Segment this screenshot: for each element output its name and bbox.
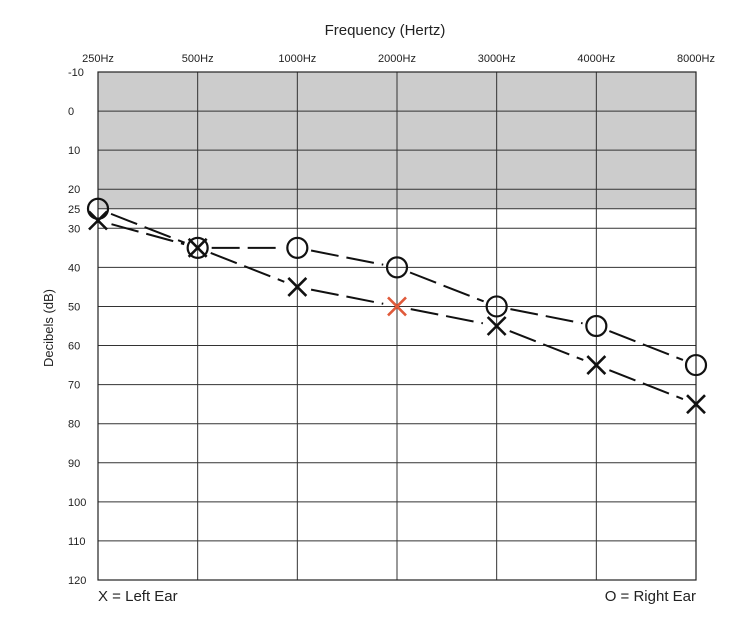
left-ear-line-segment: [410, 308, 484, 325]
right-ear-line-segment: [310, 249, 384, 266]
y-tick-label: 90: [68, 458, 80, 470]
y-axis-label: Decibels (dB): [41, 289, 56, 367]
left-ear-marker: [187, 237, 208, 258]
plot-area: 250Hz 500Hz 1000Hz 2000Hz 3000Hz 4000Hz 8000Hz…: [68, 53, 715, 587]
left-ear-line-segment: [609, 369, 684, 400]
right-ear-line-segment: [110, 212, 185, 244]
y-tick-label: -10: [68, 67, 84, 79]
right-ear-line-segment: [510, 308, 583, 325]
y-tick-label: 80: [68, 419, 80, 431]
left-ear-marker: [586, 355, 607, 375]
left-ear-marker: [287, 277, 308, 297]
y-tick-label: 50: [68, 301, 80, 313]
y-tick-label: 20: [68, 184, 80, 196]
left-ear-marker: [387, 296, 407, 317]
y-tick-label: 30: [68, 223, 80, 235]
y-tick-label: 40: [68, 262, 80, 274]
y-tick-label: 60: [68, 341, 80, 353]
y-tick-label: 70: [68, 380, 80, 392]
x-tick-label: 250Hz: [82, 53, 114, 65]
left-ear-line-segment: [310, 288, 384, 305]
left-ear-line-segment: [509, 330, 584, 361]
right-ear-marker: [684, 353, 708, 377]
left-ear-marker: [88, 210, 108, 231]
right-ear-marker: [385, 256, 409, 279]
left-ear-line-segment: [210, 252, 285, 283]
y-tick-label: 100: [68, 497, 86, 509]
chart-title: Frequency (Hertz): [325, 22, 446, 39]
right-ear-line-segment: [609, 330, 684, 361]
right-ear-line-segment: [409, 271, 484, 303]
left-ear-line-segment: [111, 223, 185, 246]
legend-right-ear: O = Right Ear: [605, 588, 696, 605]
x-tick-label: 1000Hz: [278, 53, 316, 65]
left-ear-marker: [486, 316, 507, 336]
right-ear-marker: [485, 295, 508, 318]
right-ear-marker: [286, 236, 309, 259]
x-tick-label: 500Hz: [182, 53, 214, 65]
legend-left-ear: X = Left Ear: [98, 588, 178, 605]
right-ear-marker: [186, 236, 209, 259]
right-ear-marker: [585, 314, 608, 338]
y-tick-label: 110: [68, 536, 86, 548]
y-tick-label: 0: [68, 106, 74, 118]
x-tick-label: 8000Hz: [677, 53, 715, 65]
x-tick-label: 4000Hz: [577, 53, 615, 65]
x-tick-label: 2000Hz: [378, 53, 416, 65]
y-tick-label: 25: [68, 204, 80, 216]
left-ear-marker: [686, 394, 706, 415]
y-tick-label: 10: [68, 145, 80, 157]
x-tick-label: 3000Hz: [478, 53, 516, 65]
plot-frame: [97, 71, 697, 581]
y-tick-label: 120: [68, 575, 86, 587]
